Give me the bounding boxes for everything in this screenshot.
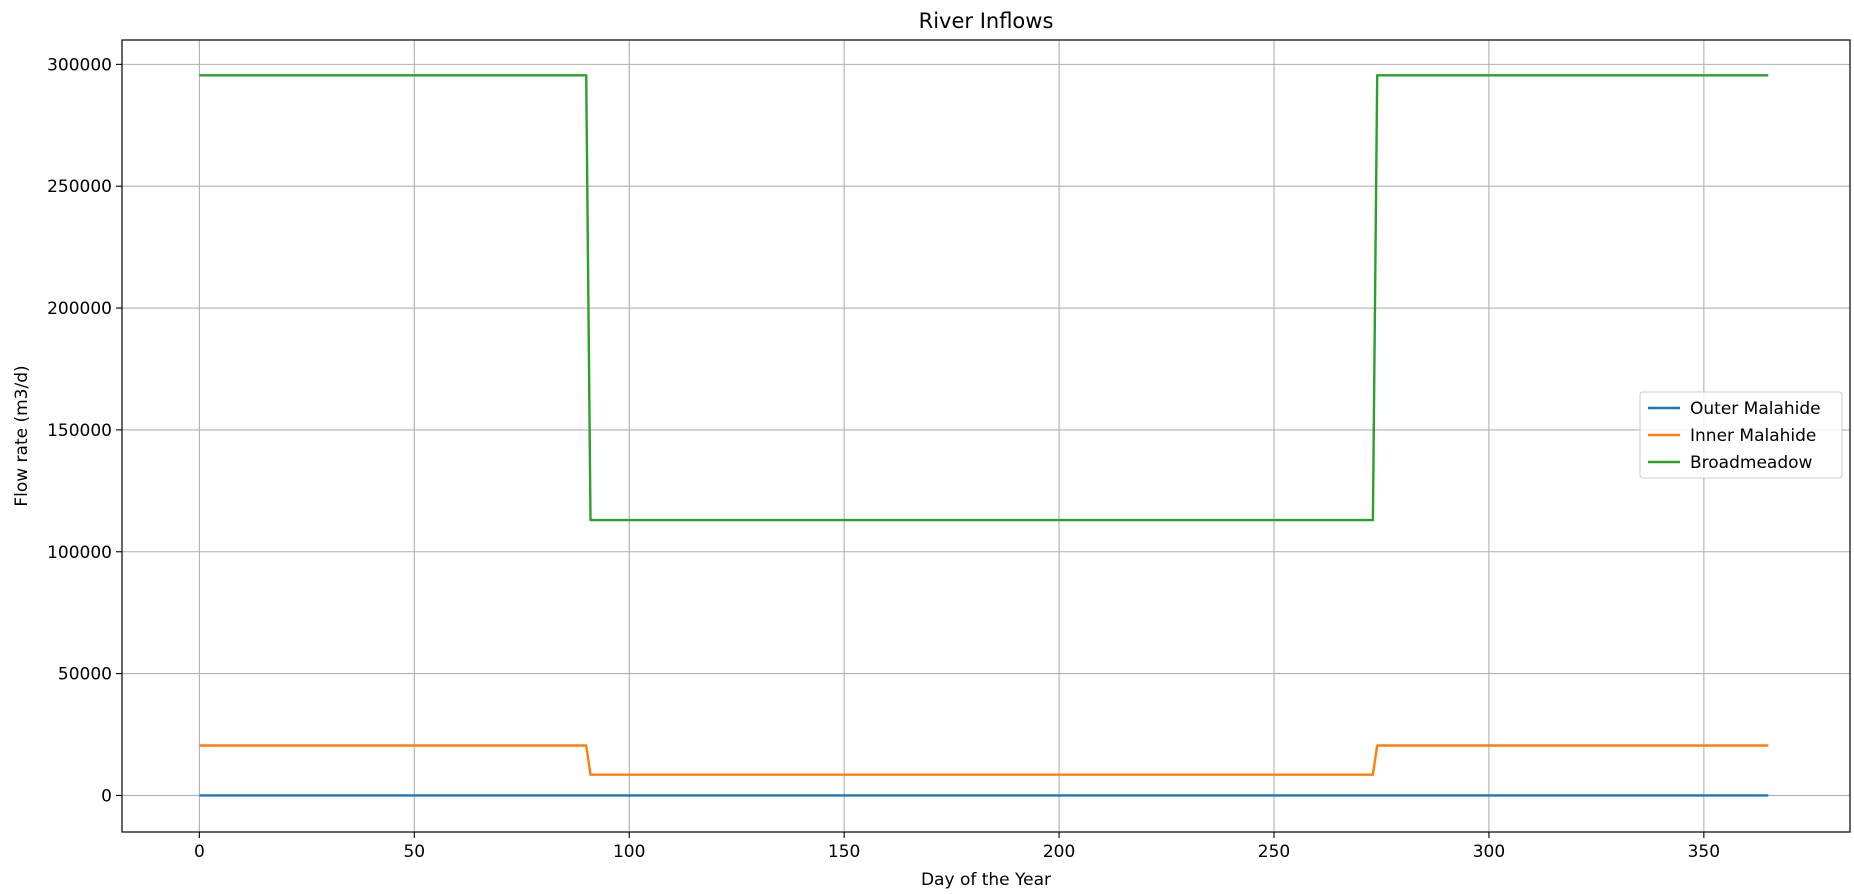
series-line-broadmeadow <box>199 74 1769 522</box>
x-axis-label: Day of the Year <box>921 870 1051 890</box>
x-tick-label: 50 <box>403 842 425 862</box>
x-tick-label: 200 <box>1043 842 1075 862</box>
x-tick-label: 0 <box>194 842 205 862</box>
plot-frame <box>121 39 1851 833</box>
legend-items: Outer Malahide Inner Malahide Broadmeadow <box>1648 399 1821 473</box>
y-axis-label: Flow rate (m3/d) <box>12 365 32 506</box>
x-tick-label: 350 <box>1688 842 1720 862</box>
y-tick-label: 300000 <box>47 55 112 75</box>
legend-box <box>1639 391 1843 479</box>
chart-title: River Inflows <box>919 9 1054 33</box>
y-tick-label: 150000 <box>47 421 112 441</box>
legend: Outer Malahide Inner Malahide Broadmeadow <box>1639 391 1843 479</box>
ticks-layer: 0 50 100 150 200 250 300 350 0 50000 100000 150000 2… <box>47 55 1720 862</box>
y-tick-label: 50000 <box>58 665 112 685</box>
series-line-inner-malahide <box>199 744 1769 776</box>
x-tick-label: 100 <box>613 842 645 862</box>
legend-label: Inner Malahide <box>1690 426 1816 446</box>
x-tick-label: 250 <box>1258 842 1290 862</box>
y-tick-label: 200000 <box>47 299 112 319</box>
y-tick-label: 250000 <box>47 177 112 197</box>
x-tick-label: 300 <box>1473 842 1505 862</box>
series-layer <box>199 74 1769 797</box>
y-tick-label: 100000 <box>47 543 112 563</box>
legend-label: Broadmeadow <box>1690 453 1813 473</box>
legend-label: Outer Malahide <box>1690 399 1821 419</box>
y-tick-label: 0 <box>101 786 112 806</box>
x-tick-label: 150 <box>828 842 860 862</box>
grid-layer <box>122 40 1850 832</box>
